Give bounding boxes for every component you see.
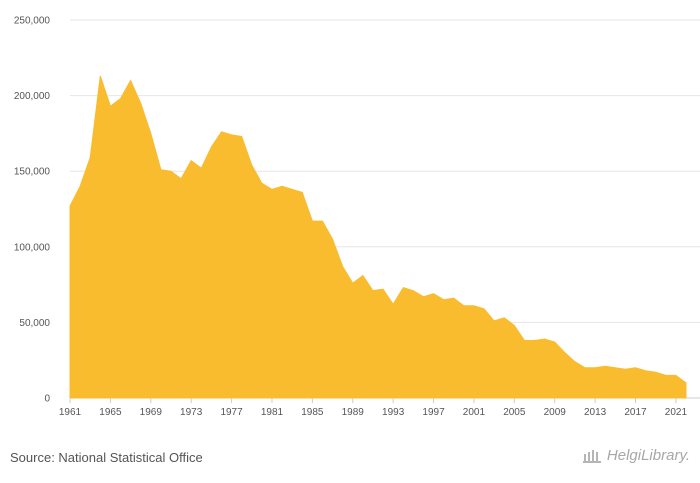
- area-series: [69, 75, 687, 399]
- y-tick-label: 250,000: [14, 16, 51, 27]
- x-tick-label: 1993: [382, 407, 405, 418]
- x-tick-label: 1973: [180, 407, 203, 418]
- x-tick-label: 1985: [301, 407, 324, 418]
- source-note: Source: National Statistical Office: [10, 450, 203, 465]
- x-tick-label: 1989: [342, 407, 365, 418]
- y-tick-label: 0: [44, 394, 50, 405]
- logo-columns-icon: [582, 449, 601, 463]
- x-tick-label: 1977: [220, 407, 243, 418]
- x-tick-label: 1997: [422, 407, 445, 418]
- x-tick-label: 2005: [503, 407, 526, 418]
- logo-text: HelgiLibrary.: [606, 447, 690, 464]
- helgilibrary-logo: HelgiLibrary.: [582, 447, 690, 464]
- y-axis: 0 50,000 100,000 150,000 200,000 250,000: [14, 16, 51, 405]
- y-tick-label: 50,000: [19, 318, 50, 329]
- x-tick-label: 2001: [463, 407, 486, 418]
- y-tick-label: 200,000: [14, 91, 51, 102]
- x-tick-label: 1981: [261, 407, 284, 418]
- x-axis: 1961 1965 1969 1973 1977 1981 1985 1989 1993 1997…: [59, 398, 688, 418]
- x-tick-label: 2021: [665, 407, 688, 418]
- x-tick-label: 1961: [59, 407, 82, 418]
- x-tick-label: 2013: [584, 407, 607, 418]
- y-tick-label: 100,000: [14, 242, 51, 253]
- y-tick-label: 150,000: [14, 167, 51, 178]
- x-tick-label: 1965: [99, 407, 122, 418]
- x-tick-label: 2017: [624, 407, 647, 418]
- x-tick-label: 1969: [140, 407, 163, 418]
- x-tick-label: 2009: [544, 407, 567, 418]
